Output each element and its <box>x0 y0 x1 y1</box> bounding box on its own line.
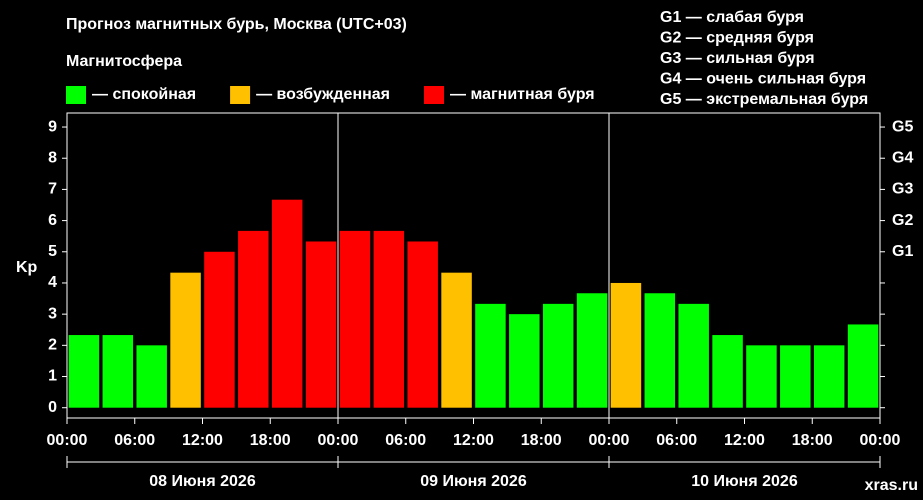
bar <box>509 314 540 408</box>
day-label: 08 Июня 2026 <box>149 473 256 490</box>
legend-label: — возбужденная <box>256 86 390 103</box>
bar <box>204 251 235 408</box>
bar <box>68 335 100 408</box>
y2-tick-label: G5 <box>892 118 913 135</box>
bar <box>847 324 879 408</box>
x-tick-label: 00:00 <box>860 432 901 449</box>
x-tick-label: 00:00 <box>47 432 88 449</box>
y-tick-label: 1 <box>48 368 57 385</box>
scale-note: G4 — очень сильная буря <box>660 71 866 88</box>
y-tick-label: 6 <box>48 212 57 229</box>
bar <box>780 345 811 408</box>
watermark: xras.ru <box>865 477 918 494</box>
x-tick-label: 06:00 <box>656 432 697 449</box>
scale-note: G1 — слабая буря <box>660 9 804 26</box>
x-tick-label: 12:00 <box>182 432 223 449</box>
y-tick-label: 9 <box>48 118 57 135</box>
y-tick-label: 8 <box>48 149 57 166</box>
x-tick-label: 18:00 <box>250 432 291 449</box>
bar <box>373 230 405 408</box>
scale-note: G5 — экстремальная буря <box>660 91 868 108</box>
bar <box>712 335 743 408</box>
y-tick-label: 3 <box>48 305 57 322</box>
y-tick-label: 2 <box>48 337 57 354</box>
y-axis-label: Kp <box>16 259 38 276</box>
legend-label: — спокойная <box>92 86 196 103</box>
y2-tick-label: G1 <box>892 243 913 260</box>
x-tick-label: 06:00 <box>114 432 155 449</box>
bar <box>102 335 134 408</box>
bar <box>305 241 337 408</box>
bar <box>136 345 167 408</box>
bar <box>576 293 608 408</box>
y2-tick-label: G2 <box>892 212 913 229</box>
bar <box>542 303 574 408</box>
scale-note: G2 — средняя буря <box>660 30 814 47</box>
legend-title: Магнитосфера <box>66 53 182 70</box>
bar <box>475 303 506 408</box>
scale-note: G3 — сильная буря <box>660 50 815 67</box>
y-tick-label: 7 <box>48 181 57 198</box>
bar <box>170 272 201 408</box>
bar <box>746 345 777 408</box>
legend-swatch <box>230 86 251 104</box>
x-tick-label: 00:00 <box>318 432 359 449</box>
bar <box>441 272 472 408</box>
bar <box>339 230 371 408</box>
legend-label: — магнитная буря <box>450 86 595 103</box>
x-tick-label: 06:00 <box>385 432 426 449</box>
bar <box>610 282 642 408</box>
day-label: 09 Июня 2026 <box>420 473 527 490</box>
chart-title: Прогноз магнитных бурь, Москва (UTC+03) <box>66 16 407 33</box>
y-tick-label: 5 <box>48 243 57 260</box>
day-label: 10 Июня 2026 <box>691 473 798 490</box>
legend-swatch <box>66 86 86 104</box>
bar <box>271 199 303 408</box>
x-tick-label: 12:00 <box>724 432 765 449</box>
bar <box>407 241 438 408</box>
x-tick-label: 18:00 <box>521 432 562 449</box>
bar <box>238 230 269 408</box>
y2-tick-label: G3 <box>892 181 913 198</box>
bar <box>678 303 709 408</box>
x-tick-label: 18:00 <box>792 432 833 449</box>
bar <box>644 293 676 408</box>
x-tick-label: 00:00 <box>589 432 630 449</box>
y2-tick-label: G4 <box>892 149 913 166</box>
y-tick-label: 4 <box>48 274 57 291</box>
legend-swatch <box>424 86 445 104</box>
bar <box>813 345 845 408</box>
x-tick-label: 12:00 <box>453 432 494 449</box>
y-tick-label: 0 <box>48 399 57 416</box>
